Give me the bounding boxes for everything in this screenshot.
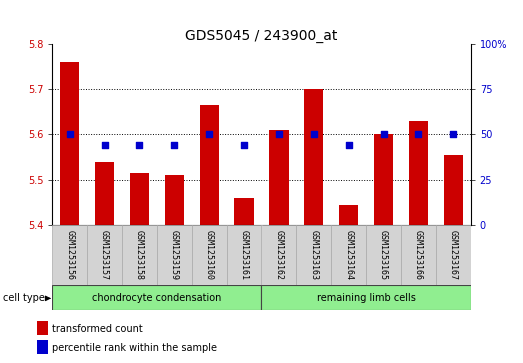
Point	[345, 142, 353, 148]
Bar	[52, 285, 262, 310]
Bar	[192, 225, 226, 285]
Bar	[297, 225, 331, 285]
Text: GSM1253161: GSM1253161	[240, 230, 248, 280]
Text: GSM1253156: GSM1253156	[65, 230, 74, 280]
Point	[170, 142, 178, 148]
Bar	[401, 225, 436, 285]
Text: GSM1253164: GSM1253164	[344, 230, 353, 280]
Bar	[436, 225, 471, 285]
Point	[379, 131, 388, 137]
Bar	[444, 155, 463, 225]
Bar	[37, 321, 48, 335]
Bar	[339, 205, 358, 225]
Bar	[409, 121, 428, 225]
Text: GSM1253166: GSM1253166	[414, 230, 423, 280]
Text: percentile rank within the sample: percentile rank within the sample	[52, 343, 217, 353]
Bar	[262, 285, 471, 310]
Text: remaining limb cells: remaining limb cells	[316, 293, 416, 303]
Bar	[87, 225, 122, 285]
Bar	[122, 225, 157, 285]
Text: GSM1253159: GSM1253159	[170, 230, 179, 280]
Text: cell type: cell type	[3, 293, 44, 303]
Point	[449, 131, 458, 137]
Bar	[234, 198, 254, 225]
Bar	[374, 134, 393, 225]
Text: GSM1253167: GSM1253167	[449, 230, 458, 280]
Text: GSM1253157: GSM1253157	[100, 230, 109, 280]
Bar	[130, 173, 149, 225]
Bar	[331, 225, 366, 285]
Text: transformed count: transformed count	[52, 323, 143, 334]
Point	[240, 142, 248, 148]
Text: GSM1253163: GSM1253163	[309, 230, 319, 280]
Bar	[366, 225, 401, 285]
Title: GDS5045 / 243900_at: GDS5045 / 243900_at	[185, 29, 338, 42]
Text: chondrocyte condensation: chondrocyte condensation	[92, 293, 222, 303]
Bar	[95, 162, 114, 225]
Text: GSM1253165: GSM1253165	[379, 230, 388, 280]
Bar	[52, 225, 87, 285]
Text: GSM1253158: GSM1253158	[135, 230, 144, 280]
Point	[414, 131, 423, 137]
Point	[275, 131, 283, 137]
Bar	[226, 225, 262, 285]
Text: GSM1253160: GSM1253160	[204, 230, 214, 280]
Bar	[60, 62, 79, 225]
Bar	[269, 130, 289, 225]
Point	[135, 142, 144, 148]
Point	[205, 131, 213, 137]
Bar	[37, 340, 48, 354]
Bar	[165, 175, 184, 225]
Bar	[157, 225, 192, 285]
Point	[65, 131, 74, 137]
Text: GSM1253162: GSM1253162	[275, 230, 283, 280]
Bar	[304, 89, 323, 225]
Bar	[200, 105, 219, 225]
Point	[310, 131, 318, 137]
Bar	[262, 225, 297, 285]
Point	[100, 142, 109, 148]
